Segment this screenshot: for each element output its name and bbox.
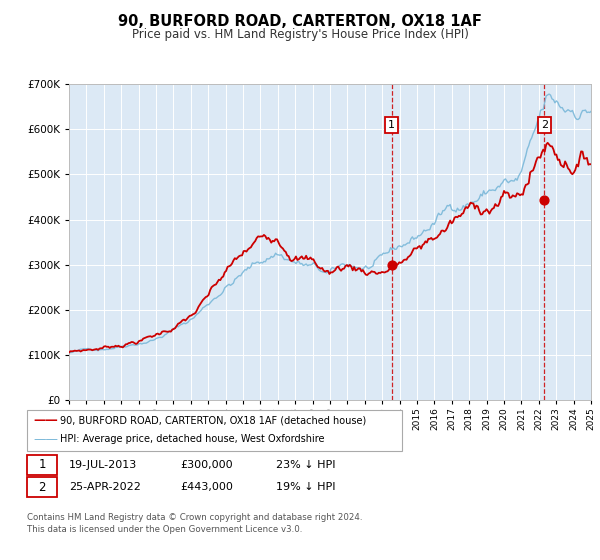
Text: Price paid vs. HM Land Registry's House Price Index (HPI): Price paid vs. HM Land Registry's House … — [131, 28, 469, 41]
Text: 90, BURFORD ROAD, CARTERTON, OX18 1AF: 90, BURFORD ROAD, CARTERTON, OX18 1AF — [118, 14, 482, 29]
Text: 2: 2 — [38, 480, 46, 494]
Text: 19% ↓ HPI: 19% ↓ HPI — [276, 482, 335, 492]
Text: 23% ↓ HPI: 23% ↓ HPI — [276, 460, 335, 470]
Text: 90, BURFORD ROAD, CARTERTON, OX18 1AF (detached house): 90, BURFORD ROAD, CARTERTON, OX18 1AF (d… — [60, 415, 366, 425]
Text: HPI: Average price, detached house, West Oxfordshire: HPI: Average price, detached house, West… — [60, 435, 325, 444]
Text: 25-APR-2022: 25-APR-2022 — [69, 482, 141, 492]
Text: 19-JUL-2013: 19-JUL-2013 — [69, 460, 137, 470]
Text: £443,000: £443,000 — [180, 482, 233, 492]
Text: 2: 2 — [541, 120, 548, 130]
Point — [387, 260, 397, 269]
Text: This data is licensed under the Open Government Licence v3.0.: This data is licensed under the Open Gov… — [27, 525, 302, 534]
Text: 1: 1 — [388, 120, 395, 130]
Text: £300,000: £300,000 — [180, 460, 233, 470]
Point — [539, 195, 549, 204]
Text: ——: —— — [33, 414, 58, 427]
Text: ——: —— — [33, 433, 58, 446]
Text: Contains HM Land Registry data © Crown copyright and database right 2024.: Contains HM Land Registry data © Crown c… — [27, 514, 362, 522]
Text: 1: 1 — [38, 458, 46, 472]
